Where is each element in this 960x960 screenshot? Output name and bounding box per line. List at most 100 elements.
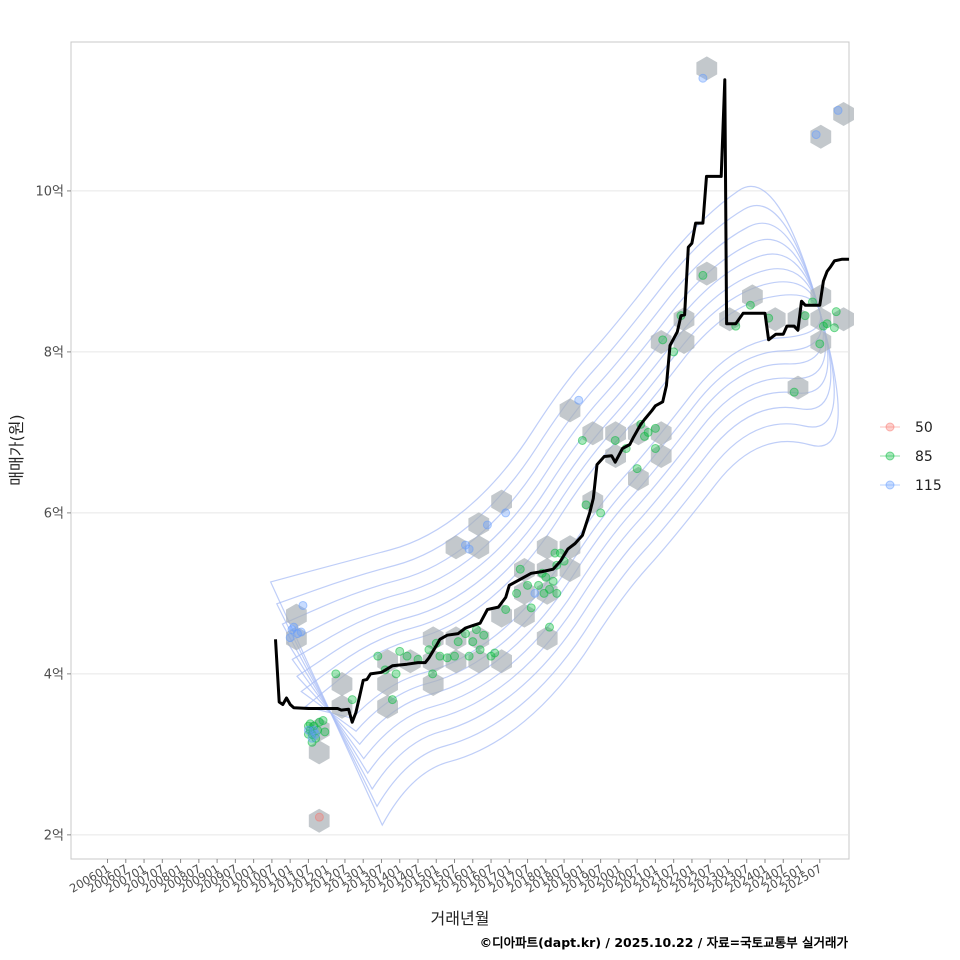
hexbin-cell (331, 694, 353, 719)
legend-label: 115 (915, 478, 942, 494)
hexbin-cell (422, 649, 444, 674)
point-115 (285, 633, 295, 643)
point-85 (468, 637, 478, 647)
hexbin-cell (559, 398, 581, 423)
hexbin-cell (650, 421, 672, 446)
gridlines (71, 190, 849, 836)
legend: 50 85 115 (880, 420, 942, 494)
point-85 (331, 669, 341, 679)
point-85 (402, 651, 412, 661)
point-85 (643, 427, 653, 437)
hexbin-cell (833, 307, 854, 332)
hexbin-cell (559, 558, 581, 582)
trend-line (274, 78, 849, 724)
legend-swatch (885, 422, 895, 432)
point-85 (526, 603, 536, 613)
hexbin-cell (605, 421, 626, 446)
point-115 (311, 729, 321, 739)
x-axis-title: 거래년월 (431, 909, 490, 928)
point-85 (800, 311, 810, 321)
point-115 (296, 627, 306, 637)
point-115 (464, 544, 474, 554)
point-85 (490, 648, 500, 658)
point-115 (833, 105, 843, 115)
point-85 (632, 464, 642, 474)
y-tick-label: 8억 (44, 345, 64, 360)
point-85 (552, 588, 562, 598)
hexbin-cell (833, 102, 854, 126)
hexbin-cell (650, 330, 672, 354)
point-85 (829, 323, 839, 333)
legend-swatch (885, 480, 895, 490)
point-85 (479, 630, 489, 640)
hexbin-cell (536, 535, 558, 560)
point-85 (450, 651, 460, 661)
point-85 (548, 576, 558, 586)
hexbin-cell (468, 535, 490, 560)
hexbin-cell (468, 649, 490, 674)
point-85 (577, 435, 587, 445)
hexbin-cell (400, 649, 421, 674)
point-85 (501, 604, 511, 614)
point-85 (534, 580, 544, 590)
hexbin-cell (308, 740, 330, 765)
hexbin-cell (377, 694, 398, 719)
point-85 (544, 584, 554, 594)
density-contour (269, 185, 839, 827)
point-115 (298, 600, 308, 610)
point-85 (789, 387, 799, 397)
hexbin-cell (491, 649, 512, 674)
point-85 (650, 423, 660, 433)
point-85 (610, 435, 620, 445)
point-85 (320, 727, 330, 737)
hexbin-cell (468, 512, 490, 537)
y-tick-label: 4억 (44, 667, 64, 682)
point-85 (650, 443, 660, 453)
point-85 (581, 500, 591, 510)
hexbin-cell (491, 603, 512, 628)
point-85 (815, 339, 825, 349)
point-115 (811, 130, 821, 140)
point-85 (523, 580, 533, 590)
scatter-points (285, 73, 843, 822)
legend-swatch (885, 451, 895, 461)
hexbin-cell (377, 672, 398, 696)
legend-label: 50 (915, 420, 933, 436)
y-tick-label: 6억 (44, 506, 64, 521)
point-85 (395, 646, 405, 656)
hexbin-cell (764, 307, 786, 332)
hexbin-cell (514, 603, 535, 628)
point-115 (698, 73, 708, 83)
density-contour (296, 268, 824, 746)
hexbin-cell (673, 330, 695, 354)
point-85 (698, 270, 708, 280)
point-85 (453, 637, 463, 647)
hexbin-cell (491, 489, 512, 514)
hexbin-cell (650, 444, 672, 468)
plot-panel (70, 41, 850, 860)
point-50 (314, 812, 324, 822)
point-85 (541, 572, 551, 582)
hexbin-cell (445, 535, 467, 560)
hexbin-cell (582, 421, 604, 446)
y-axis: 2억 4억 6억 8억 10억 (35, 184, 71, 843)
density-contour (275, 204, 835, 808)
point-85 (512, 588, 522, 598)
y-axis-title: 매매가(원) (7, 414, 26, 485)
point-115 (501, 508, 511, 518)
point-85 (442, 653, 452, 663)
trend-line-layer (274, 78, 849, 724)
point-85 (658, 335, 668, 345)
hexbin-cell (422, 672, 444, 696)
point-115 (574, 395, 584, 405)
point-115 (530, 588, 540, 598)
hexbin-cell (810, 307, 832, 332)
point-85 (745, 300, 755, 310)
point-85 (475, 645, 485, 655)
point-85 (428, 669, 438, 679)
point-85 (831, 307, 841, 317)
caption: ©디아파트(dapt.kr) / 2025.10.22 / 자료=국토교통부 실… (480, 935, 849, 950)
hexbin-cell (810, 330, 832, 354)
hexbin-cell (514, 580, 535, 605)
